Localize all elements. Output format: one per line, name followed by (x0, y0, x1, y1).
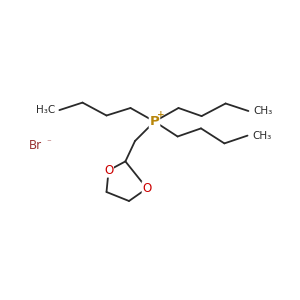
Text: H₃C: H₃C (36, 105, 55, 115)
Text: Br: Br (28, 139, 42, 152)
Text: CH₃: CH₃ (253, 106, 272, 116)
Text: O: O (142, 182, 152, 195)
Text: +: + (157, 110, 165, 119)
Text: O: O (104, 164, 113, 177)
Text: ⁻: ⁻ (46, 138, 51, 147)
Text: CH₃: CH₃ (252, 130, 271, 141)
Text: P: P (150, 115, 159, 128)
